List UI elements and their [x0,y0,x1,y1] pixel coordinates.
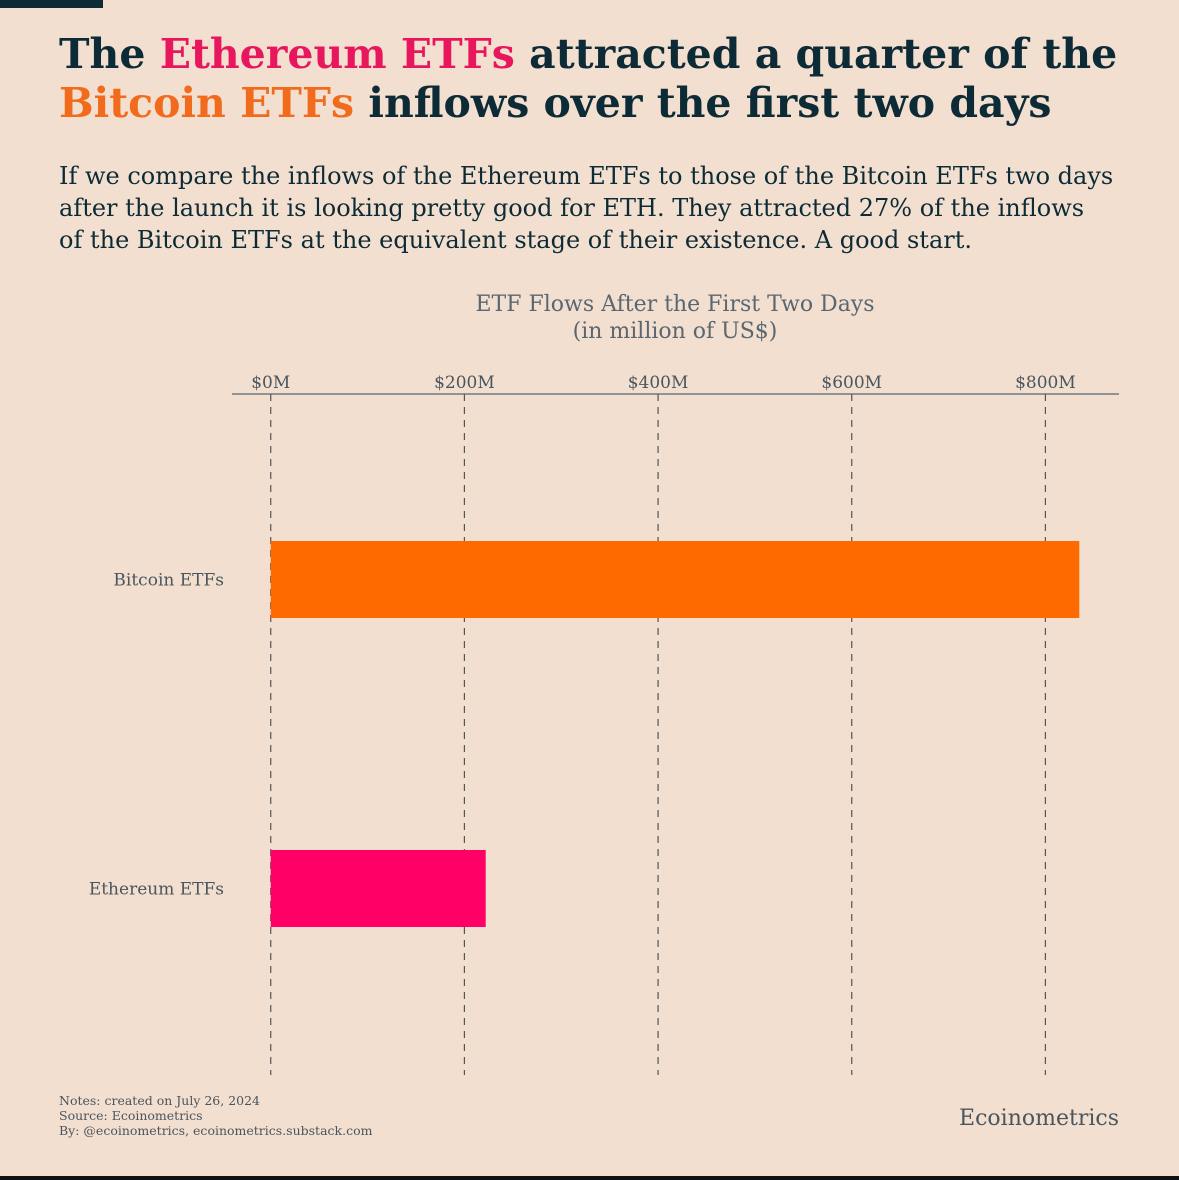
x-tick-label: $600M [821,373,882,393]
y-tick-label: Ethereum ETFs [89,880,224,900]
note: Source: Ecoinometrics [59,1108,203,1123]
brand: Ecoinometrics [959,1106,1119,1131]
subtitle-line: of the Bitcoin ETFs at the equivalent st… [59,226,972,254]
bottom-rule [0,1176,1179,1180]
x-tick-label: $0M [251,373,290,393]
note: By: @ecoinometrics, ecoinometrics.substa… [59,1123,373,1138]
title-part: Bitcoin ETFs [59,79,354,127]
note: Notes: created on July 26, 2024 [59,1093,260,1108]
plot-title: ETF Flows After the First Two Days [475,292,874,317]
title-part: inflows over the first two days [354,79,1051,127]
title-part: Ethereum ETFs [160,30,515,78]
y-tick-label: Bitcoin ETFs [113,571,224,591]
subtitle-line: If we compare the inflows of the Ethereu… [59,162,1113,190]
title-part: attracted a quarter of the [515,30,1117,78]
bar [270,541,1080,618]
bar [270,850,486,927]
top-accent [0,0,103,8]
subtitle-line: after the launch it is looking pretty go… [59,194,1084,222]
x-tick-label: $800M [1015,373,1076,393]
x-tick-label: $400M [628,373,689,393]
chart-title-line: The Ethereum ETFs attracted a quarter of… [59,30,1117,78]
x-tick-label: $200M [434,373,495,393]
title-part: The [59,30,160,78]
plot-title: (in million of US$) [573,319,778,344]
chart-title-line: Bitcoin ETFs inflows over the first two … [59,79,1052,127]
